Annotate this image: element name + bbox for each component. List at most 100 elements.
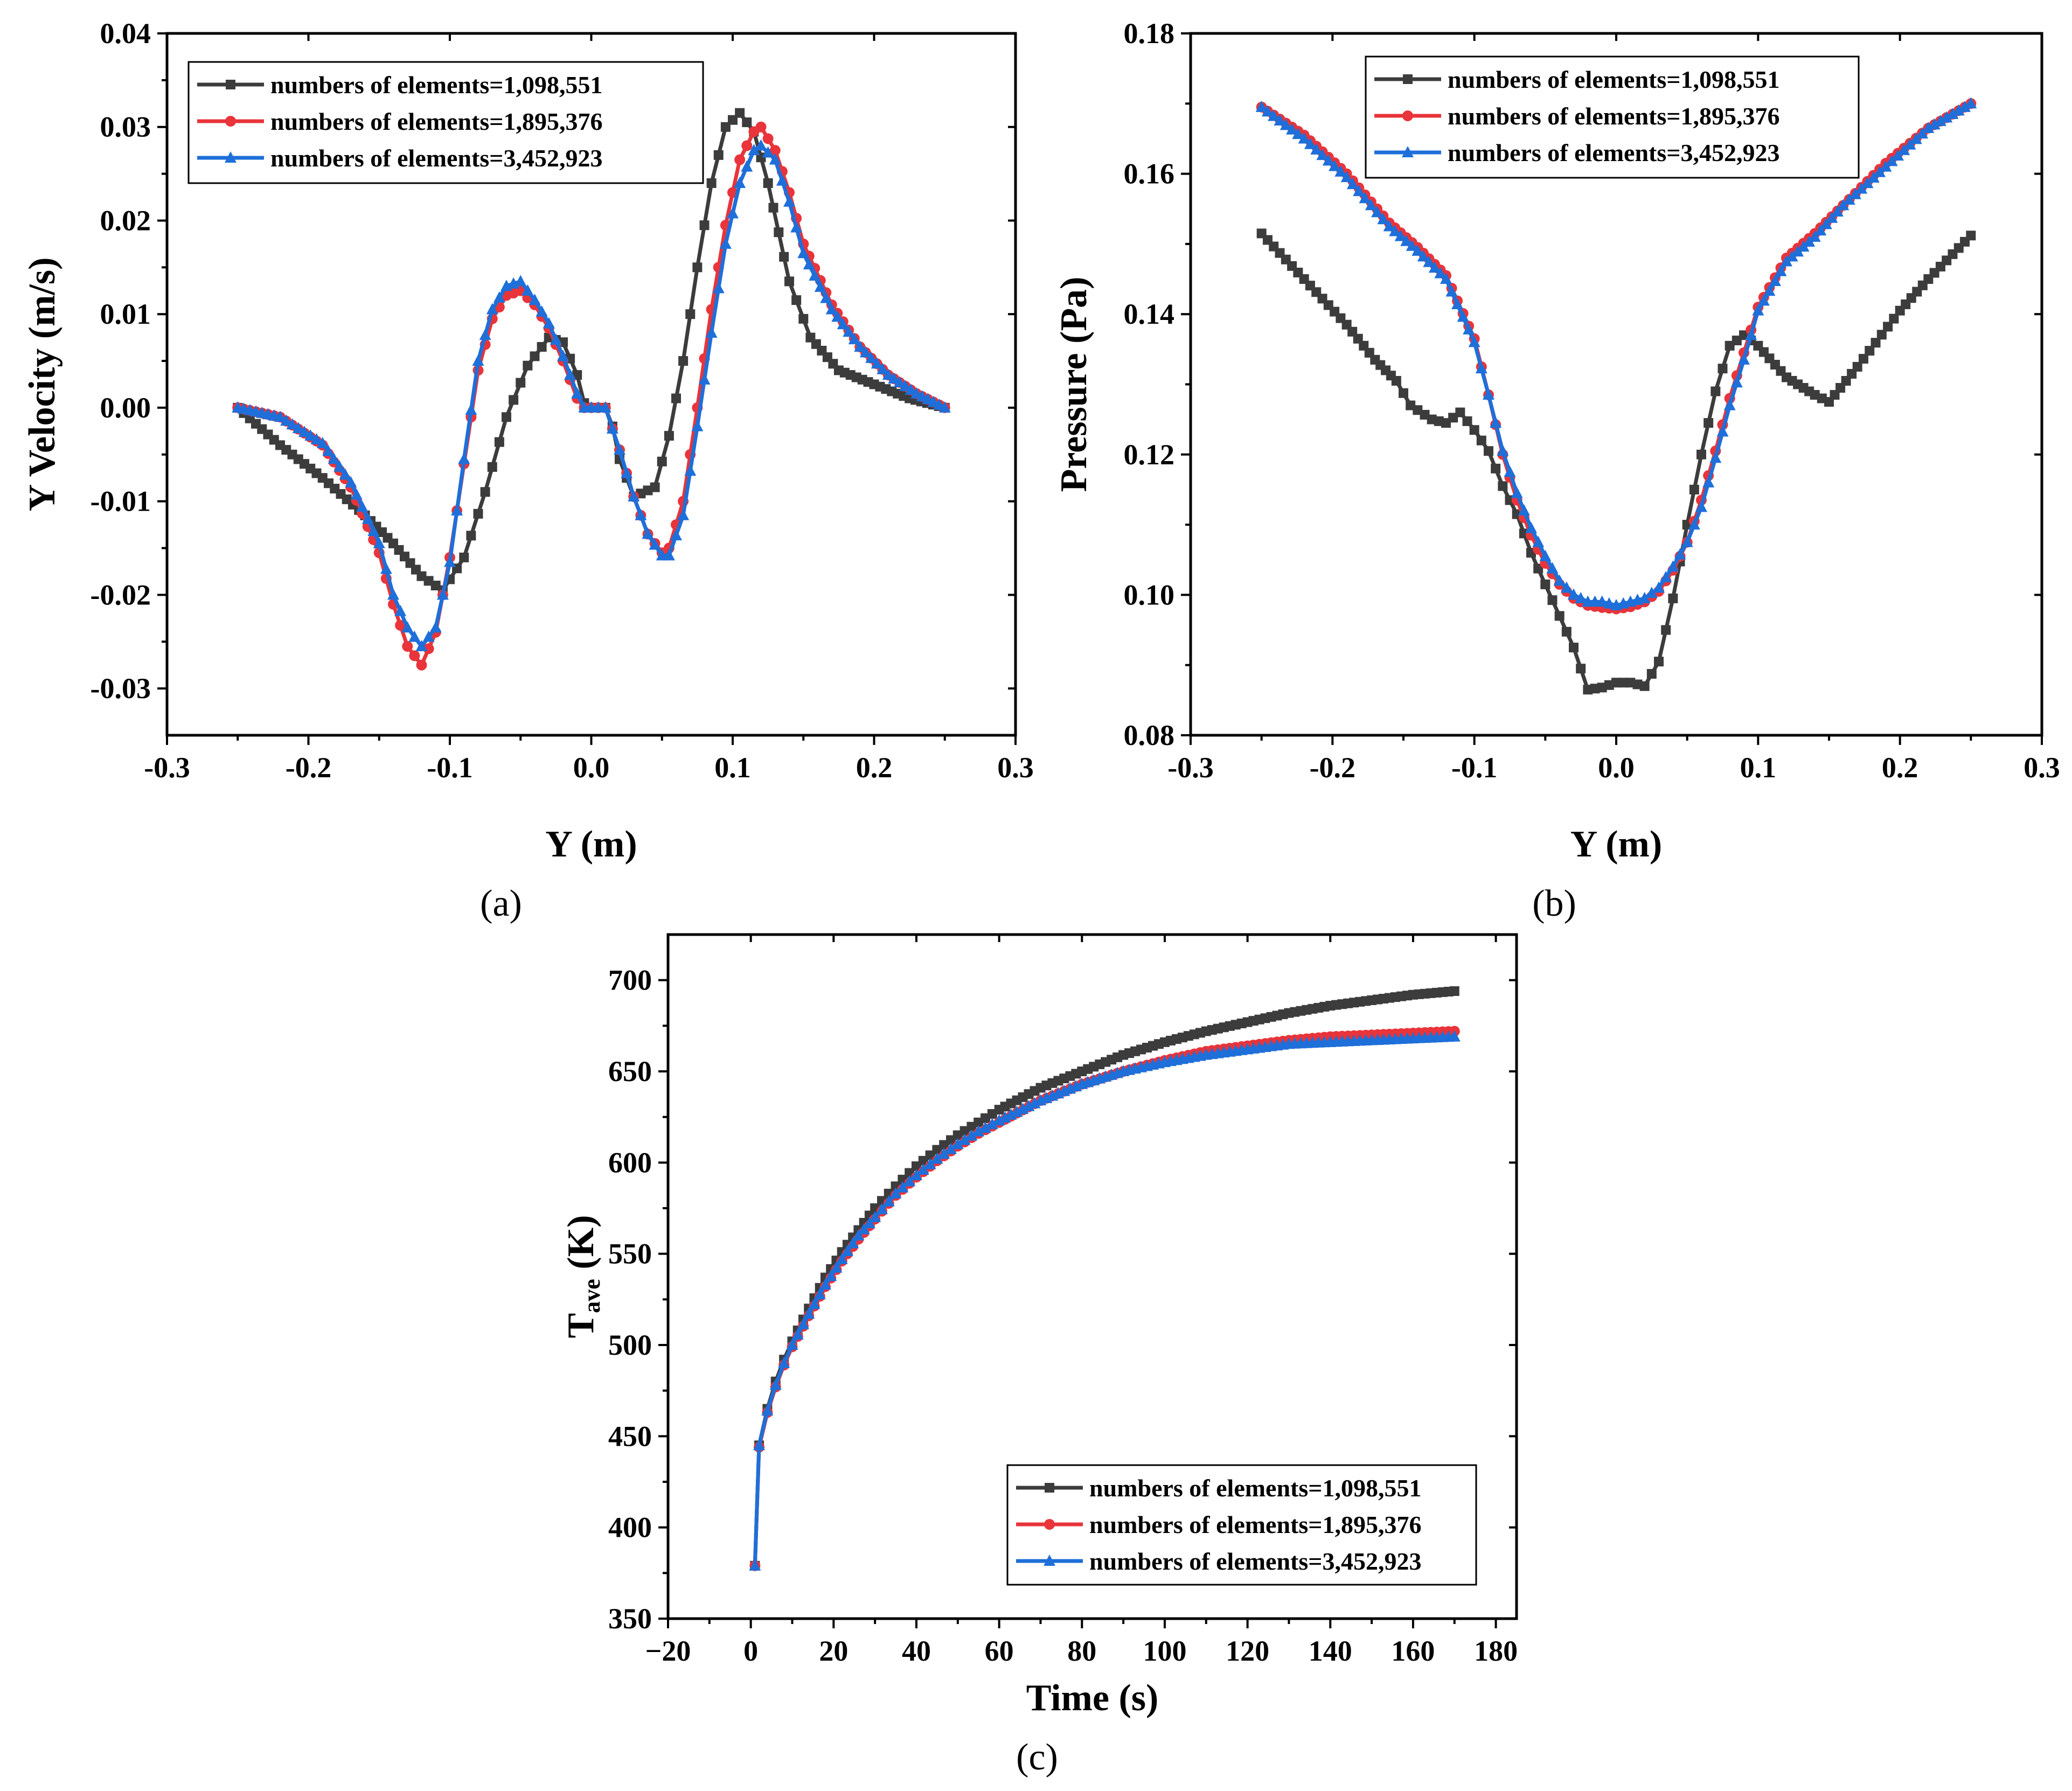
y-tick-label: -0.02 <box>91 579 151 611</box>
data-point <box>820 291 832 303</box>
data-point <box>1797 240 1810 252</box>
data-point <box>367 525 380 536</box>
data-point <box>1837 199 1849 211</box>
data-point <box>1463 323 1475 334</box>
data-point <box>847 1237 859 1249</box>
data-point <box>819 1278 831 1290</box>
x-tick-label: 0.0 <box>1598 751 1635 784</box>
data-point <box>642 527 654 539</box>
data-point <box>502 412 511 422</box>
data-point <box>768 203 778 213</box>
x-tick-label: 0.1 <box>1740 751 1777 784</box>
panel-label: (c) <box>1016 1737 1058 1778</box>
y-axis-title-main: T <box>560 1313 602 1339</box>
x-tick-label: 0.2 <box>1882 751 1918 784</box>
data-point <box>1723 399 1736 410</box>
data-point <box>322 444 335 456</box>
data-point <box>774 227 784 238</box>
data-point <box>1255 100 1268 112</box>
data-point <box>888 372 900 384</box>
legend-label: numbers of elements=1,895,376 <box>270 108 603 135</box>
data-point <box>1886 155 1898 166</box>
data-point <box>522 284 534 296</box>
data-point <box>863 1217 875 1229</box>
data-point <box>409 650 420 661</box>
data-point <box>1540 579 1550 589</box>
y-tick-label: -0.03 <box>91 672 151 705</box>
data-point <box>825 1270 837 1281</box>
data-point <box>1867 171 1880 183</box>
data-point <box>699 220 710 231</box>
data-point <box>999 1111 1011 1123</box>
data-point <box>705 326 718 338</box>
data-point <box>1855 182 1868 194</box>
data-point <box>1661 625 1671 635</box>
data-point <box>1286 123 1298 135</box>
data-point <box>536 305 548 317</box>
data-point <box>748 144 760 156</box>
data-point <box>1941 111 1953 123</box>
data-point <box>1518 504 1530 516</box>
data-point <box>1702 476 1715 487</box>
data-point <box>798 313 809 324</box>
data-point <box>649 538 661 550</box>
data-point <box>1874 165 1886 177</box>
data-point <box>809 269 821 281</box>
data-point <box>1852 361 1862 372</box>
y-tick-label: 550 <box>608 1238 652 1270</box>
data-point <box>274 410 286 422</box>
data-point <box>614 443 625 455</box>
data-point <box>749 1559 761 1571</box>
data-point <box>1532 535 1545 547</box>
data-point <box>1457 310 1469 322</box>
data-point <box>1448 1030 1461 1042</box>
data-point <box>550 333 562 345</box>
data-point <box>1575 591 1587 603</box>
data-point <box>1498 481 1508 491</box>
data-point <box>361 512 374 524</box>
data-point <box>1304 137 1316 149</box>
y-tick-label: 0.01 <box>100 298 151 330</box>
legend-marker <box>225 116 236 127</box>
legend-marker <box>1045 1483 1054 1493</box>
data-point <box>635 508 647 520</box>
data-point <box>1455 407 1465 417</box>
data-point <box>657 456 667 466</box>
data-point <box>882 1195 895 1207</box>
data-point <box>778 1356 790 1368</box>
data-point <box>621 466 633 478</box>
data-point <box>1353 185 1365 197</box>
data-point <box>1883 322 1893 332</box>
data-point <box>415 639 428 651</box>
data-point <box>1695 500 1707 512</box>
data-point <box>1654 657 1664 667</box>
data-point <box>831 310 844 322</box>
data-point <box>1904 138 1916 150</box>
y-tick-label: 0.00 <box>100 392 151 424</box>
x-tick-label: 80 <box>1067 1635 1096 1667</box>
data-point <box>761 1404 774 1416</box>
data-point <box>1922 121 1935 133</box>
data-point <box>509 395 519 405</box>
data-point <box>333 460 346 472</box>
data-point <box>423 643 434 654</box>
data-point <box>1769 274 1781 286</box>
data-point <box>1483 388 1494 400</box>
data-point <box>408 630 421 642</box>
data-point <box>1596 595 1608 607</box>
data-point <box>797 247 810 259</box>
data-point <box>537 342 547 352</box>
data-point <box>814 280 826 292</box>
data-point <box>742 117 752 128</box>
y-axis-title-sub: ave <box>579 1279 605 1313</box>
data-point <box>958 1133 971 1145</box>
data-point <box>698 373 711 385</box>
data-point <box>628 490 640 501</box>
data-point <box>1803 235 1816 247</box>
data-point <box>706 178 717 188</box>
data-point <box>310 433 323 445</box>
series-group <box>232 108 951 671</box>
data-point <box>479 329 491 340</box>
legend-marker <box>1044 1519 1055 1530</box>
